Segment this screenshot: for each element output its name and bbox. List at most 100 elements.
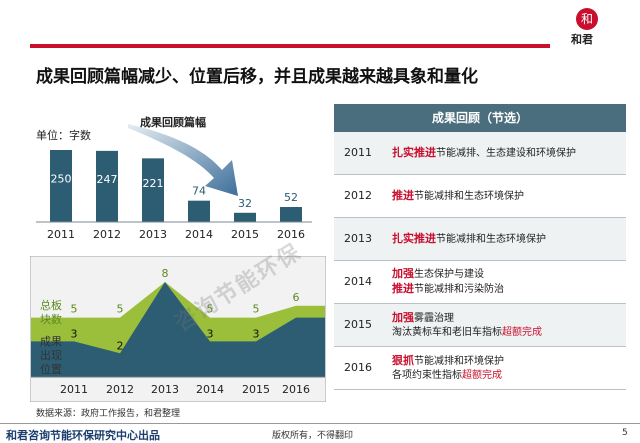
row-keyword: 加强 [392,310,414,324]
bar-value-label: 250 [51,172,72,185]
total-blocks-value-label: 8 [162,267,169,280]
area-tick-label: 2013 [151,383,179,396]
bar-value-label: 221 [143,177,164,190]
row-keyword: 加强 [392,267,414,280]
row-line: 狠抓节能减排和环境保护 [392,354,504,369]
total-blocks-value-label: 5 [71,303,78,316]
logo-name: 和君 [571,33,593,46]
bar-value-label: 32 [238,197,252,210]
legend-total-blocks-line1: 总板 [40,298,62,312]
row-text: 节能减排和环境保护 [414,355,504,367]
row-year: 2013 [344,232,372,245]
area-chart: 5 5 8 5 5 6 3 2 3 3 2011 2012 2013 2014 2015 2016 总板 块… [30,256,326,402]
page-number: 5 [622,428,628,438]
row-year: 2016 [344,361,372,374]
legend-total-blocks-line2: 块数 [40,313,62,326]
total-blocks-value-label: 6 [293,291,300,304]
row-text: 节能减排和污染防治 [414,284,504,295]
series-position-area [31,282,325,377]
row-line: 扎实推进节能减排、生态建设和环境保护 [392,146,576,161]
position-value-label: 3 [71,327,78,340]
row-line: 推进节能减排和污染防治 [392,282,504,297]
row-text: 雾霾治理 [414,312,454,324]
position-value-label: 2 [117,339,124,352]
panel-row-2013: 2013 扎实推进节能减排和生态环境保护 [334,218,626,261]
row-content: 扎实推进节能减排和生态环境保护 [392,218,546,260]
legend-position-line3: 位置 [40,362,62,376]
row-year: 2015 [344,318,372,331]
bar-tick-label: 2016 [277,228,305,241]
footer-copyright: 版权所有，不得翻印 [272,431,354,441]
row-year: 2011 [344,146,372,159]
row-keyword: 推进 [392,188,414,202]
panel-row-2012: 2012 推进节能减排和生态环境保护 [334,175,626,218]
total-blocks-value-label: 5 [117,303,124,316]
row-line: 加强雾霾治理 [392,311,542,326]
bar-tick-label: 2011 [47,228,75,241]
trend-arrow-icon [128,124,238,196]
row-keyword: 扎实推进 [392,231,436,245]
panel-row-2016: 2016 狠抓节能减排和环境保护 各项约束性指标超额完成 [334,347,626,390]
row-year: 2014 [344,275,372,288]
row-content: 加强雾霾治理 淘汰黄标车和老旧车指标超额完成 [392,304,542,346]
row-content: 推进节能减排和生态环境保护 [392,175,524,217]
row-text: 生态保护与建设 [414,269,484,280]
bar-2013 [142,158,164,222]
row-text: 各项约束性指标 [392,369,462,381]
data-source: 数据来源：政府工作报告，和君整理 [36,409,181,419]
area-tick-label: 2014 [196,383,224,396]
row-keyword: 扎实推进 [392,145,436,159]
row-line: 加强生态保护与建设 [392,267,504,282]
bar-2014 [188,200,210,222]
row-keyword: 狠抓 [392,353,414,367]
bar-tick-label: 2015 [231,228,259,241]
area-tick-label: 2015 [242,383,270,396]
panel-row-2011: 2011 扎实推进节能减排、生态建设和环境保护 [334,132,626,175]
row-text: 节能减排、生态建设和环境保护 [436,147,576,159]
bar-tick-label: 2013 [139,228,167,241]
legend-position-line1: 成果 [40,335,62,348]
bar-tick-label: 2012 [93,228,121,241]
bar-2015 [234,212,256,222]
title-rule [30,44,550,48]
total-blocks-value-label: 5 [207,303,214,316]
row-year: 2012 [344,189,372,202]
footer-divider [0,423,640,424]
logo-mark: 和 [576,8,598,30]
row-text: 节能减排和生态环境保护 [414,190,524,202]
bar-value-label: 247 [97,173,118,186]
row-highlight: 超额完成 [462,369,502,381]
area-tick-label: 2016 [282,383,310,396]
bar-2016 [280,207,302,222]
row-content: 加强生态保护与建设 推进节能减排和污染防治 [392,261,504,303]
row-line: 推进节能减排和生态环境保护 [392,189,524,204]
bar-value-label: 52 [284,191,298,204]
bar-2012 [96,150,118,222]
area-tick-label: 2011 [60,383,88,396]
row-content: 扎实推进节能减排、生态建设和环境保护 [392,132,576,174]
bar-unit-label: 单位：字数 [36,129,91,142]
row-line: 各项约束性指标超额完成 [392,369,504,383]
row-keyword: 推进 [392,282,414,295]
page-title: 成果回顾篇幅减少、位置后移，并且成果越来越具象和量化 [36,67,478,87]
row-content: 狠抓节能减排和环境保护 各项约束性指标超额完成 [392,347,504,389]
bar-value-label: 74 [192,185,206,198]
row-line: 淘汰黄标车和老旧车指标超额完成 [392,326,542,340]
row-text: 节能减排和生态环境保护 [436,233,546,245]
footer-producer: 和君咨询节能环保研究中心出品 [6,429,160,442]
total-blocks-value-label: 5 [253,303,260,316]
row-line: 扎实推进节能减排和生态环境保护 [392,232,546,247]
legend-position-line2: 出现 [40,348,62,362]
row-highlight: 超额完成 [502,326,542,338]
bar-tick-label: 2014 [185,228,213,241]
bar-chart-title: 成果回顾篇幅 [140,116,206,129]
area-tick-label: 2012 [106,383,134,396]
bar-2011 [50,150,72,222]
panel-header: 成果回顾（节选） [334,104,626,132]
position-value-label: 3 [253,327,260,340]
panel-row-2014: 2014 加强生态保护与建设 推进节能减排和污染防治 [334,261,626,304]
panel-row-2015: 2015 加强雾霾治理 淘汰黄标车和老旧车指标超额完成 [334,304,626,347]
position-value-label: 3 [207,327,214,340]
bar-chart: 250 247 221 74 32 52 2011 2012 2013 2014 2015 2016 [36,124,312,241]
row-text: 淘汰黄标车和老旧车指标 [392,326,502,338]
